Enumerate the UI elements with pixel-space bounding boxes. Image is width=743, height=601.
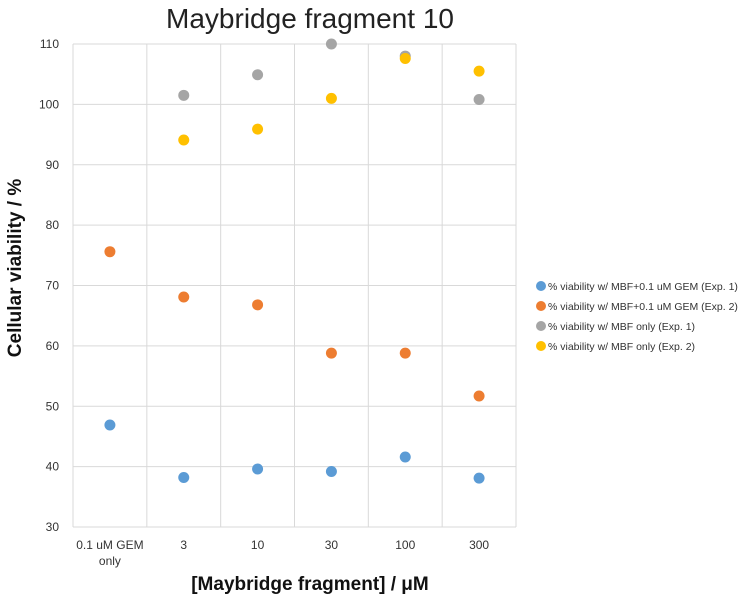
data-point bbox=[399, 52, 411, 64]
y-tick-label: 70 bbox=[46, 279, 60, 293]
data-point bbox=[399, 451, 411, 463]
data-points bbox=[104, 38, 485, 484]
legend-entry: % viability w/ MBF only (Exp. 2) bbox=[548, 341, 695, 353]
y-axis-ticks: 30 40 50 60 70 80 90 100 110 bbox=[39, 37, 59, 534]
data-point bbox=[178, 89, 190, 101]
x-tick-label: 100 bbox=[395, 538, 415, 552]
x-tick-label: only bbox=[99, 554, 121, 568]
data-point bbox=[473, 472, 485, 484]
data-point bbox=[252, 299, 264, 311]
y-tick-label: 30 bbox=[46, 520, 60, 534]
legend-marker bbox=[536, 281, 546, 291]
data-point bbox=[104, 419, 116, 431]
legend-entry: % viability w/ MBF+0.1 uM GEM (Exp. 1) bbox=[548, 281, 738, 293]
x-tick-label: 0.1 uM GEM bbox=[76, 538, 143, 552]
data-point bbox=[325, 38, 337, 50]
legend-marker bbox=[536, 301, 546, 311]
gridlines bbox=[72, 43, 517, 528]
x-tick-label: 300 bbox=[469, 538, 489, 552]
y-tick-label: 90 bbox=[46, 158, 60, 172]
legend: % viability w/ MBF+0.1 uM GEM (Exp. 1) % … bbox=[536, 281, 738, 353]
y-tick-label: 50 bbox=[46, 399, 60, 413]
data-point bbox=[252, 69, 264, 81]
data-point bbox=[399, 347, 411, 359]
data-point bbox=[473, 390, 485, 402]
legend-marker bbox=[536, 321, 546, 331]
chart-title: Maybridge fragment 10 bbox=[166, 3, 454, 34]
legend-entry: % viability w/ MBF only (Exp. 1) bbox=[548, 321, 695, 333]
x-tick-label: 3 bbox=[180, 538, 187, 552]
x-tick-label: 10 bbox=[251, 538, 265, 552]
data-point bbox=[104, 246, 116, 258]
data-point bbox=[178, 291, 190, 303]
legend-entry: % viability w/ MBF+0.1 uM GEM (Exp. 2) bbox=[548, 301, 738, 313]
x-axis-ticks: 0.1 uM GEM only 3 10 30 100 300 bbox=[76, 538, 489, 568]
data-point bbox=[252, 463, 264, 475]
data-point bbox=[473, 94, 485, 106]
x-tick-label: 30 bbox=[325, 538, 339, 552]
data-point bbox=[325, 92, 337, 104]
y-tick-label: 40 bbox=[46, 460, 60, 474]
data-point bbox=[252, 123, 264, 135]
data-point bbox=[325, 465, 337, 477]
data-point bbox=[473, 65, 485, 77]
x-axis-label: [Maybridge fragment] / μM bbox=[191, 574, 429, 595]
y-axis-label: Cellular viability / % bbox=[5, 179, 26, 358]
legend-marker bbox=[536, 341, 546, 351]
data-point bbox=[178, 134, 190, 146]
y-tick-label: 110 bbox=[40, 37, 59, 51]
data-point bbox=[178, 471, 190, 483]
y-tick-label: 100 bbox=[39, 97, 59, 111]
y-tick-label: 80 bbox=[46, 218, 60, 232]
data-point bbox=[325, 347, 337, 359]
y-tick-label: 60 bbox=[46, 339, 60, 353]
